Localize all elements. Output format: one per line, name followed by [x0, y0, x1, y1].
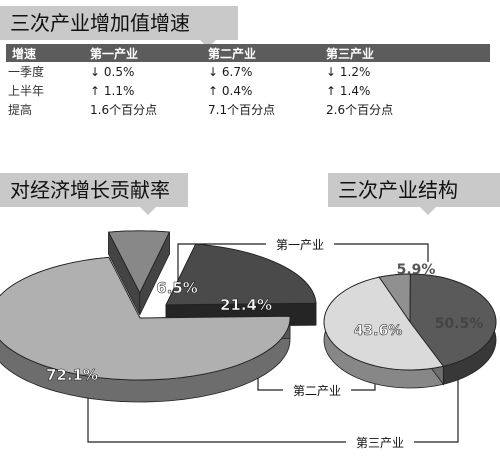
table-cell: ↓ 6.7% [208, 64, 253, 79]
structure-pie: 5.9% 43.6% 50.5% [323, 262, 497, 389]
title-notch [140, 207, 156, 215]
contribution-pie: 6.5% 21.4% 72.1% [0, 230, 317, 403]
title-notch [420, 207, 436, 215]
contribution-title: 对经济增长贡献率 [0, 173, 188, 215]
table-row: 一季度 ↓ 0.5% ↓ 6.7% ↓ 1.2% [6, 62, 490, 81]
callout-labels: 第一产业 第二产业 第三产业 [266, 235, 414, 451]
table-row: 上半年 ↑ 1.1% ↑ 0.4% ↑ 1.4% [6, 81, 490, 100]
table-cell: ↓ 1.2% [326, 64, 371, 79]
row-label: 一季度 [8, 65, 45, 79]
table-cell: 1.6个百分点 [90, 103, 158, 117]
growth-header-primary: 第一产业 [84, 44, 202, 62]
row-label: 上半年 [8, 84, 45, 98]
callout-secondary: 第二产业 [293, 384, 341, 398]
growth-table-header-row: 增速 第一产业 第二产业 第三产业 [6, 44, 490, 62]
pie-slice [107, 230, 171, 294]
table-cell: 2.6个百分点 [326, 103, 394, 117]
pie-data-label: 50.5% [435, 316, 484, 332]
table-cell: 7.1个百分点 [208, 103, 276, 117]
callout-primary: 第一产业 [276, 238, 324, 252]
pie-data-label: 72.1% [46, 366, 98, 384]
growth-header-label: 增速 [6, 44, 84, 62]
growth-title-text: 三次产业增加值增速 [10, 11, 190, 35]
callout-bg [283, 381, 351, 399]
callout-tertiary: 第三产业 [356, 436, 404, 450]
table-cell: ↓ 0.5% [90, 64, 135, 79]
table-cell: ↑ 0.4% [208, 83, 253, 98]
pie-data-label: 21.4% [220, 296, 272, 314]
callout-bg [266, 235, 334, 253]
callout-line-tertiary [87, 346, 459, 443]
pie-slice [165, 243, 317, 306]
contribution-title-text: 对经济增长贡献率 [10, 178, 170, 202]
table-cell: ↑ 1.4% [326, 83, 371, 98]
table-row: 提高 1.6个百分点 7.1个百分点 2.6个百分点 [6, 100, 490, 119]
growth-title: 三次产业增加值增速 [0, 6, 238, 48]
pie-data-label: 5.9% [397, 262, 436, 278]
growth-header-tertiary: 第三产业 [320, 44, 490, 62]
pie-slice [409, 273, 497, 367]
pie-data-label: 43.6% [354, 323, 403, 339]
pie-slice [0, 256, 291, 381]
pie-slice [323, 276, 445, 371]
growth-header-secondary: 第二产业 [202, 44, 320, 62]
growth-table: 增速 第一产业 第二产业 第三产业 一季度 ↓ 0.5% ↓ 6.7% ↓ 1.… [6, 44, 490, 119]
row-label: 提高 [8, 103, 33, 117]
structure-title-text: 三次产业结构 [338, 178, 458, 202]
table-cell: ↑ 1.1% [90, 83, 135, 98]
structure-title: 三次产业结构 [328, 173, 500, 215]
pie-data-label: 6.5% [156, 279, 198, 297]
callout-bg [346, 433, 414, 451]
